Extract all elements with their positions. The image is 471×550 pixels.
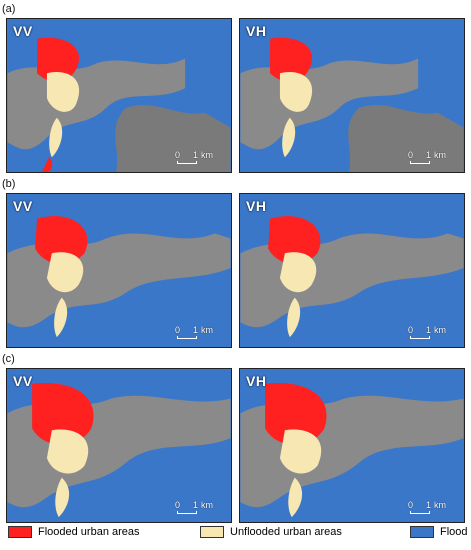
legend-item-unflooded-urban: Unflooded urban areas: [200, 526, 342, 538]
legend-swatch-blue: [410, 526, 434, 538]
row-label-c: (c): [2, 353, 15, 365]
legend-label-unflooded-urban: Unflooded urban areas: [230, 526, 342, 538]
legend-swatch-cream: [200, 526, 224, 538]
legend-label-flooded-urban: Flooded urban areas: [38, 526, 140, 538]
map-panel-c-vh: VH 0 1 km: [239, 368, 465, 523]
polarization-label: VH: [246, 373, 267, 389]
map-panel-b-vh: VH 0 1 km: [239, 193, 465, 348]
map-image: [7, 19, 231, 172]
row-label-b: (b): [2, 178, 16, 190]
scale-bar: 0 1 km: [175, 150, 223, 166]
map-panel-a-vv: VV 0 1 km: [6, 18, 232, 173]
map-panel-a-vh: VH 0 1 km: [239, 18, 465, 173]
scale-bar: 0 1 km: [175, 500, 223, 516]
map-image: [240, 194, 464, 347]
legend-swatch-red: [8, 526, 32, 538]
polarization-label: VH: [246, 23, 267, 39]
polarization-label: VV: [13, 23, 33, 39]
map-image: [240, 19, 464, 172]
legend: Flooded urban areas Unflooded urban area…: [0, 526, 471, 546]
polarization-label: VV: [13, 373, 33, 389]
scale-bar: 0 1 km: [408, 150, 456, 166]
scale-bar: 0 1 km: [408, 500, 456, 516]
polarization-label: VH: [246, 198, 267, 214]
legend-item-flooded-urban: Flooded urban areas: [8, 526, 140, 538]
legend-item-flood: Flood: [410, 526, 468, 538]
scale-bar: 0 1 km: [408, 325, 456, 341]
map-panel-b-vv: VV 0 1 km: [6, 193, 232, 348]
polarization-label: VV: [13, 198, 33, 214]
map-image: [7, 194, 231, 347]
map-image: [7, 369, 231, 522]
map-panel-c-vv: VV 0 1 km: [6, 368, 232, 523]
legend-label-flood: Flood: [440, 526, 468, 538]
row-label-a: (a): [2, 3, 16, 15]
scale-bar: 0 1 km: [175, 325, 223, 341]
map-image: [240, 369, 464, 522]
